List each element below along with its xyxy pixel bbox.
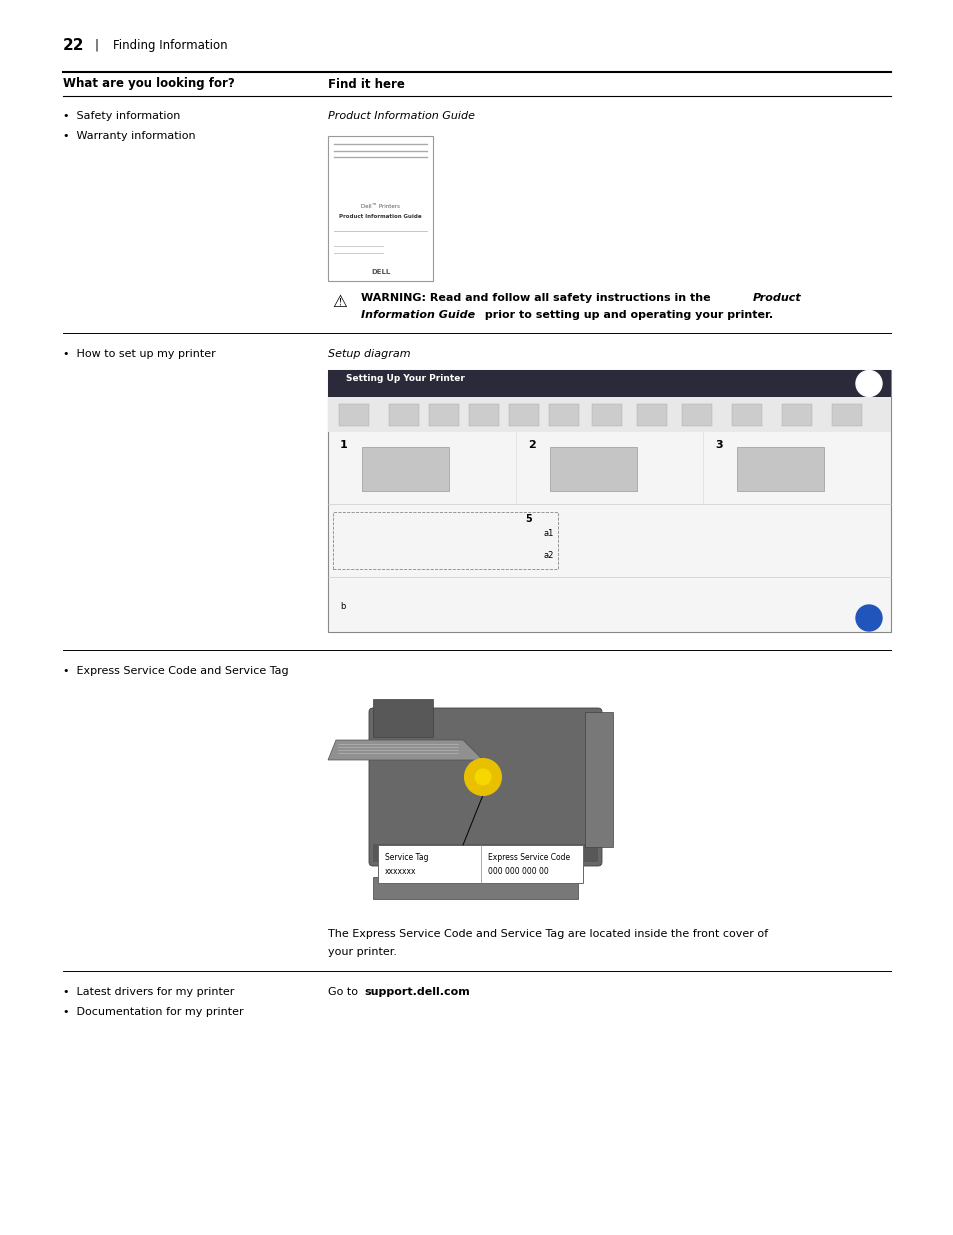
FancyBboxPatch shape bbox=[592, 404, 621, 426]
Text: a2: a2 bbox=[543, 551, 554, 559]
FancyBboxPatch shape bbox=[549, 447, 636, 492]
Text: .: . bbox=[465, 987, 469, 997]
Text: The Express Service Code and Service Tag are located inside the front cover of: The Express Service Code and Service Tag… bbox=[328, 929, 767, 939]
FancyBboxPatch shape bbox=[831, 404, 862, 426]
FancyBboxPatch shape bbox=[584, 713, 613, 847]
Text: DELL: DELL bbox=[371, 269, 390, 275]
FancyBboxPatch shape bbox=[328, 136, 433, 282]
FancyBboxPatch shape bbox=[389, 404, 418, 426]
Text: DELL: DELL bbox=[862, 382, 875, 387]
Text: xxxxxxx: xxxxxxx bbox=[385, 867, 416, 876]
Text: a1: a1 bbox=[543, 529, 554, 538]
Text: Product Information Guide: Product Information Guide bbox=[328, 111, 475, 121]
FancyBboxPatch shape bbox=[548, 404, 578, 426]
Text: •  Express Service Code and Service Tag: • Express Service Code and Service Tag bbox=[63, 666, 289, 676]
FancyBboxPatch shape bbox=[509, 404, 538, 426]
FancyBboxPatch shape bbox=[369, 708, 601, 866]
Circle shape bbox=[855, 370, 882, 396]
Text: 5: 5 bbox=[524, 514, 531, 524]
Text: Find it here: Find it here bbox=[328, 78, 404, 90]
Text: Setting Up Your Printer: Setting Up Your Printer bbox=[346, 374, 464, 383]
Text: •  Latest drivers for my printer: • Latest drivers for my printer bbox=[63, 987, 234, 997]
FancyBboxPatch shape bbox=[361, 447, 449, 492]
FancyBboxPatch shape bbox=[338, 404, 369, 426]
Text: 2: 2 bbox=[527, 440, 535, 450]
Text: Service Tag: Service Tag bbox=[385, 853, 428, 862]
FancyBboxPatch shape bbox=[681, 404, 711, 426]
FancyBboxPatch shape bbox=[377, 845, 582, 883]
FancyBboxPatch shape bbox=[328, 370, 890, 632]
Text: •  Warranty information: • Warranty information bbox=[63, 131, 195, 141]
Text: WARNING: Read and follow all safety instructions in the: WARNING: Read and follow all safety inst… bbox=[360, 293, 714, 303]
Text: •  Documentation for my printer: • Documentation for my printer bbox=[63, 1007, 243, 1016]
FancyBboxPatch shape bbox=[469, 404, 498, 426]
Text: your printer.: your printer. bbox=[328, 947, 396, 957]
FancyBboxPatch shape bbox=[328, 396, 890, 432]
Text: support.dell.com: support.dell.com bbox=[364, 987, 469, 997]
Text: prior to setting up and operating your printer.: prior to setting up and operating your p… bbox=[480, 310, 772, 320]
FancyBboxPatch shape bbox=[373, 699, 433, 737]
Text: Finding Information: Finding Information bbox=[112, 38, 228, 52]
Circle shape bbox=[475, 769, 491, 785]
FancyBboxPatch shape bbox=[373, 877, 578, 899]
Circle shape bbox=[464, 760, 500, 795]
Text: What are you looking for?: What are you looking for? bbox=[63, 78, 234, 90]
Text: b: b bbox=[339, 601, 345, 611]
Text: Product Information Guide: Product Information Guide bbox=[339, 214, 421, 219]
Text: Information Guide: Information Guide bbox=[360, 310, 475, 320]
Text: Dell™ Printers: Dell™ Printers bbox=[360, 204, 399, 209]
Text: Product: Product bbox=[752, 293, 801, 303]
Text: 1: 1 bbox=[339, 440, 348, 450]
FancyBboxPatch shape bbox=[328, 370, 890, 396]
Text: 000 000 000 00: 000 000 000 00 bbox=[487, 867, 548, 876]
FancyBboxPatch shape bbox=[737, 447, 823, 492]
FancyBboxPatch shape bbox=[731, 404, 761, 426]
Text: Go to: Go to bbox=[328, 987, 361, 997]
Text: •  Safety information: • Safety information bbox=[63, 111, 180, 121]
Text: |: | bbox=[95, 38, 99, 52]
Text: ⚠: ⚠ bbox=[332, 293, 347, 311]
Circle shape bbox=[855, 605, 882, 631]
Text: Express Service Code: Express Service Code bbox=[487, 853, 569, 862]
FancyBboxPatch shape bbox=[373, 844, 598, 862]
FancyBboxPatch shape bbox=[429, 404, 458, 426]
FancyBboxPatch shape bbox=[781, 404, 811, 426]
FancyBboxPatch shape bbox=[637, 404, 666, 426]
Text: 22: 22 bbox=[63, 37, 85, 53]
Text: •  How to set up my printer: • How to set up my printer bbox=[63, 350, 215, 359]
Text: 3: 3 bbox=[715, 440, 722, 450]
Text: →: → bbox=[864, 613, 872, 622]
Polygon shape bbox=[328, 740, 482, 760]
Text: Setup diagram: Setup diagram bbox=[328, 350, 410, 359]
